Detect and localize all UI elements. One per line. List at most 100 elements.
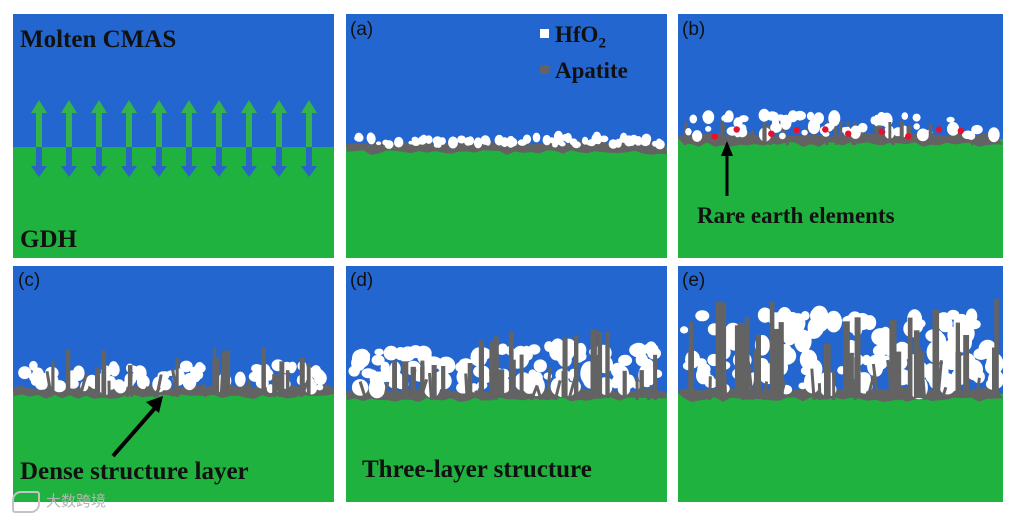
hfo2-particle [109,362,120,377]
hfo2-particle [870,116,877,125]
apatite-rod [773,328,781,398]
apatite-needle [155,374,163,398]
apatite-needle [78,373,88,398]
hfo2-particle [758,108,770,122]
panel-schematic [13,14,334,258]
hfo2-particle [408,140,414,145]
apatite-rod [994,298,999,398]
hfo2-particle [962,130,974,140]
diffusion-arrow-icon [121,100,137,177]
hfo2-particle [182,373,197,391]
hfo2-square-icon [540,29,549,39]
apatite-needle [300,379,310,398]
legend-hfo2: HfO2 [540,22,606,53]
apatite-rod [734,325,740,398]
hfo2-particle [553,130,564,144]
panel-canvas [346,266,667,502]
apatite-rod [392,360,397,398]
hfo2-particle [159,378,172,391]
apatite-needle [410,369,417,401]
apatite-rod [597,331,603,398]
hfo2-particle [195,362,204,369]
hfo2-particle [857,122,868,133]
apatite-rod [498,369,505,398]
hfo2-particle [542,134,551,146]
apatite-rod [843,321,850,398]
panel-canvas [678,266,1003,502]
label-molten-cmas: Molten CMAS [20,26,177,53]
apatite-needle [833,123,839,146]
apatite-rod [755,334,761,398]
hfo2-particle [52,380,67,393]
hfo2-particle [523,380,536,394]
hfo2-particle [858,373,868,386]
hfo2-particle [870,358,884,377]
hfo2-particle [702,110,715,124]
apatite-needle [383,381,390,401]
gdh-region [13,391,334,502]
apatite-rod [272,374,278,395]
apatite-needle [246,379,254,398]
panel-canvas [13,266,334,502]
hfo2-particle [348,365,360,377]
apatite-rod [992,347,997,398]
apatite-needle [125,374,133,398]
hfo2-particle [801,129,808,136]
hfo2-particle [234,371,246,387]
hfo2-particle [779,132,786,140]
apatite-needle [128,388,134,398]
apatite-rod [688,349,694,398]
hfo2-particle [705,126,712,132]
apatite-rod [420,360,425,398]
hfo2-particle [448,136,458,149]
hfo2-particle [800,366,814,376]
hfo2-particle [825,310,842,333]
hfo2-particle [611,377,620,389]
hfo2-particle [777,307,793,327]
apatite-rod [932,309,940,398]
apatite-needle [646,384,653,401]
apatite-rod [261,347,266,395]
apatite-rod [65,349,71,395]
diffusion-arrow-icon [31,100,47,177]
hfo2-particle [564,132,572,144]
rare-earth-dot [711,133,718,140]
hfo2-particle [473,137,483,149]
rare-earth-dot [845,130,852,137]
hfo2-particle [18,366,32,380]
apatite-needle [219,370,225,398]
rare-earth-dot [957,127,964,134]
gdh-region [678,139,1003,258]
apatite-needle [93,386,100,398]
hfo2-particle [655,139,665,150]
apatite-rod [889,320,897,398]
diffusion-arrow-icon [61,100,77,177]
hfo2-particle [498,343,508,352]
apatite-rod [402,361,409,398]
panel-tag-d: (d) [350,270,374,291]
hfo2-particle [618,354,633,366]
apatite-rod [574,334,579,398]
hfo2-particle [794,329,812,353]
hfo2-particle [530,371,543,385]
hfo2-particle [629,343,647,357]
apatite-rod [639,370,644,398]
apatite-rod [721,315,726,398]
apatite-rod [592,354,599,398]
hfo2-particle [757,307,772,323]
hfo2-particle [506,135,516,148]
apatite-rod [212,359,217,395]
apatite-needle [940,386,948,401]
hfo2-particle [265,369,274,381]
hfo2-particle [692,130,703,142]
hfo2-particle [485,138,491,146]
hfo2-particle [871,328,891,346]
apatite-rod [877,125,882,143]
hfo2-particle [425,135,433,144]
hfo2-particle [571,141,581,149]
hfo2-particle [641,133,652,145]
hfo2-particle [552,142,558,148]
pointer-arrow-icon [111,396,163,458]
hfo2-particle [957,323,975,344]
hfo2-particle [442,359,456,373]
